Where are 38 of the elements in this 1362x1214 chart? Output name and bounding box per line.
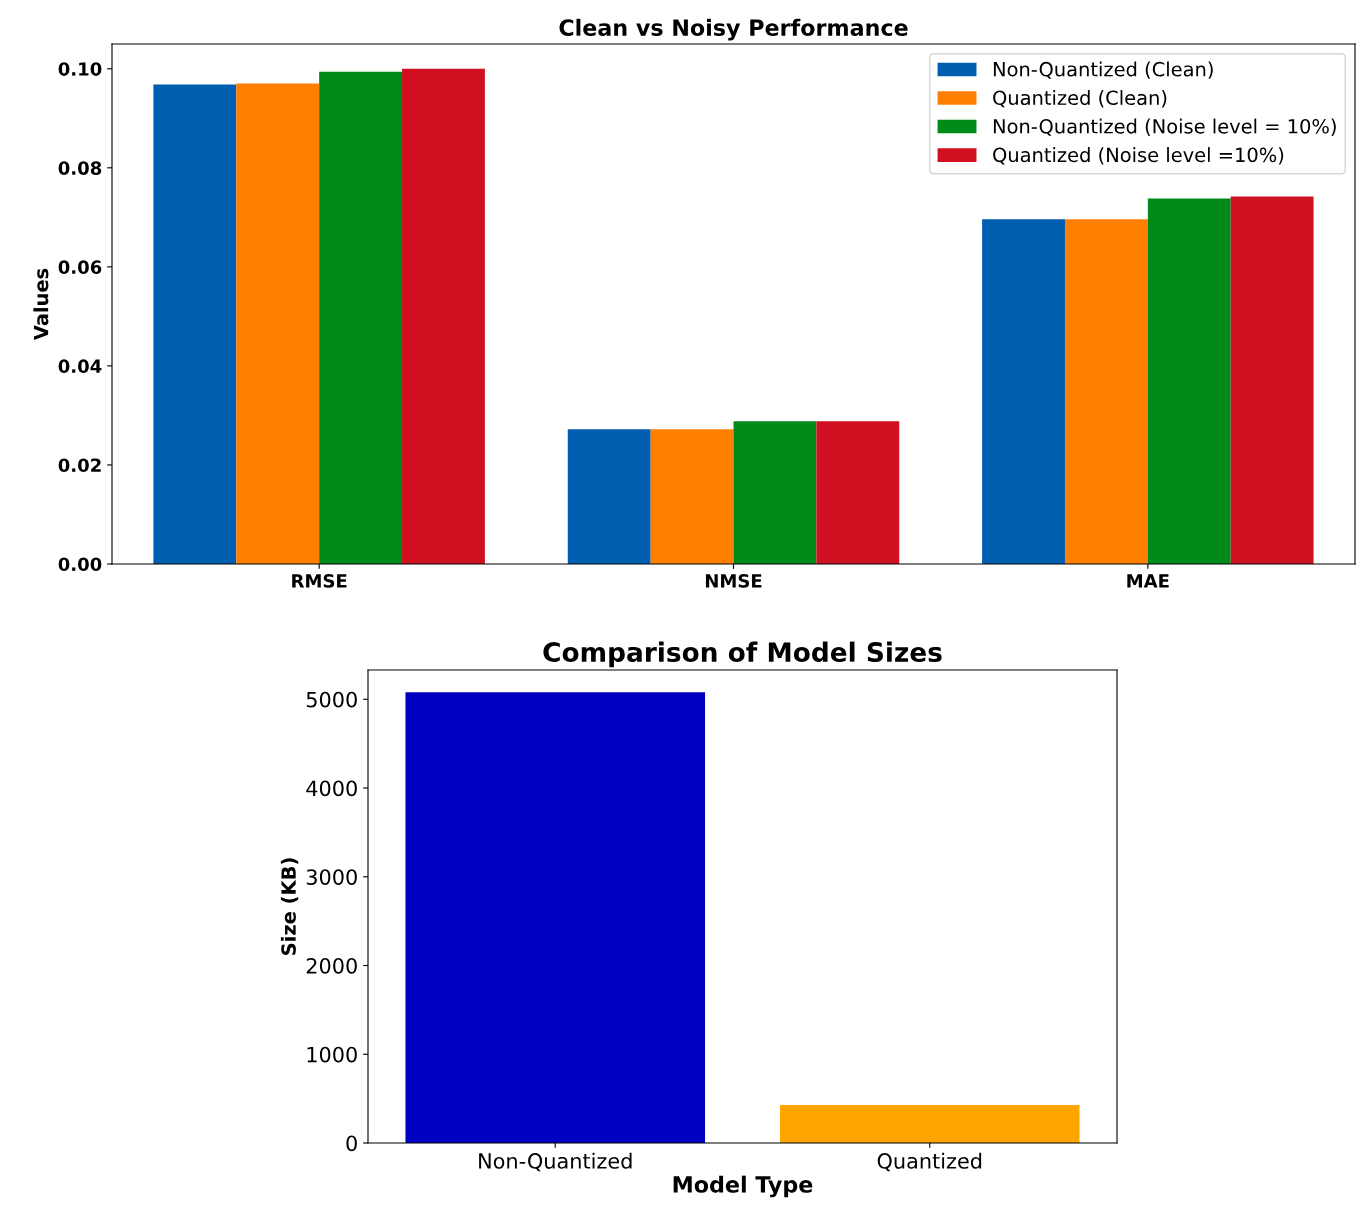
bar (1064, 219, 1148, 564)
y-axis-title: Size (KB) (280, 858, 299, 955)
legend-label: Quantized (Noise level =10%) (993, 147, 1284, 165)
x-tick-label: Quantized (877, 1152, 982, 1172)
legend-label: Non-Quantized (Noise level = 10%) (993, 118, 1336, 136)
bar (319, 71, 403, 564)
y-tick-label: 0.00 (58, 557, 102, 572)
y-axis-title: Values (33, 268, 49, 341)
y-tick-label: 1000 (307, 1046, 357, 1063)
bar (1147, 198, 1231, 564)
y-tick-label: 0.04 (58, 359, 102, 374)
x-tick-label: RMSE (292, 574, 347, 588)
legend-label: Non-Quantized (Clean) (993, 61, 1213, 79)
bar (153, 84, 237, 564)
bar (402, 68, 485, 564)
y-tick-label: 2000 (306, 957, 357, 974)
y-tick-label: 0.06 (58, 260, 102, 274)
bar (982, 219, 1065, 564)
bar (236, 83, 320, 564)
x-tick-label: NMSE (705, 574, 762, 588)
x-tick-label: Non-Quantized (479, 1152, 632, 1172)
y-tick-label: 0.02 (58, 458, 101, 473)
y-tick-label: 0.08 (58, 161, 102, 175)
y-tick-label: 3000 (306, 869, 357, 885)
bar (567, 429, 651, 564)
legend-label: Quantized (Clean) (993, 90, 1167, 108)
y-tick-label: 4000 (306, 780, 357, 797)
bar (816, 421, 900, 564)
bar (1230, 196, 1314, 564)
chart-title: Comparison of Model Sizes (543, 641, 942, 668)
bar (733, 421, 817, 564)
x-axis-title: Model Type (673, 1175, 813, 1198)
bar (650, 429, 734, 564)
chart-title: Clean vs Noisy Performance (559, 18, 908, 41)
y-tick-label: 5000 (306, 691, 357, 708)
y-tick-label: 0 (346, 1135, 357, 1152)
y-tick-label: 0.10 (58, 62, 102, 76)
x-tick-label: MAE (1127, 574, 1169, 588)
